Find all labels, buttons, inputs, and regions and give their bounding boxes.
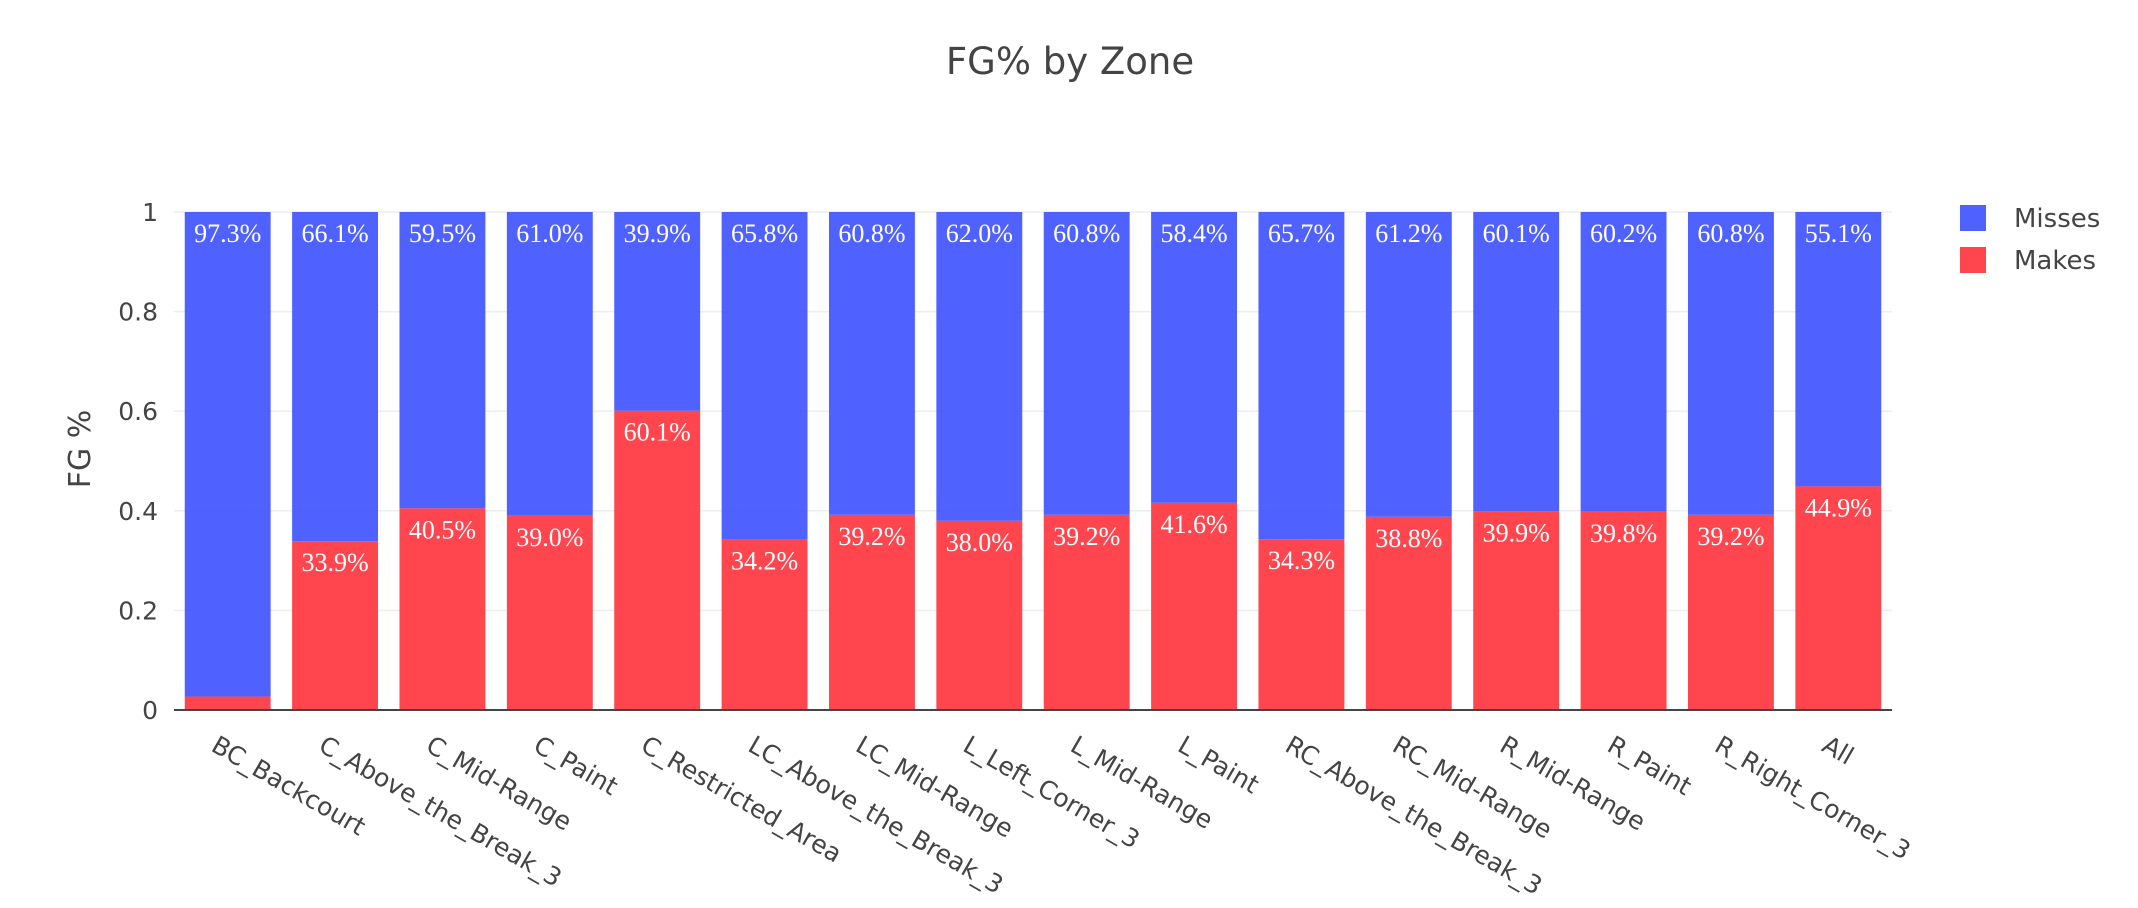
data-label-misses: 39.9%: [624, 219, 691, 248]
bar-makes[interactable]: [1687, 514, 1774, 710]
bar-misses[interactable]: [506, 212, 593, 516]
data-label-misses: 60.8%: [1053, 219, 1120, 248]
bar-misses[interactable]: [936, 212, 1023, 521]
bar-makes[interactable]: [1580, 511, 1667, 710]
bar-makes[interactable]: [1795, 486, 1882, 710]
bar-misses[interactable]: [1795, 212, 1882, 487]
bar-misses[interactable]: [399, 212, 486, 509]
data-label-misses: 59.5%: [409, 219, 476, 248]
data-label-misses: 60.8%: [1697, 219, 1764, 248]
data-label-makes: 38.8%: [1375, 524, 1442, 553]
bar-makes[interactable]: [1365, 516, 1452, 710]
data-label-misses: 65.7%: [1268, 219, 1335, 248]
bar-misses[interactable]: [828, 212, 915, 515]
data-label-makes: 60.1%: [624, 418, 691, 447]
data-label-misses: 55.1%: [1805, 219, 1872, 248]
x-tick-label: C_Restricted_Area: [636, 730, 847, 868]
bar-misses[interactable]: [1258, 212, 1345, 540]
data-label-makes: 38.0%: [946, 528, 1013, 557]
y-axis-ticks: 0 0.2 0.4 0.6 0.8 1: [118, 198, 158, 725]
x-tick-label: C_Paint: [529, 730, 623, 801]
data-label-makes: 33.9%: [301, 548, 368, 577]
data-label-misses: 65.8%: [731, 219, 798, 248]
bar-misses[interactable]: [1365, 212, 1452, 517]
data-label-misses: 66.1%: [301, 219, 368, 248]
bar-makes[interactable]: [1473, 511, 1560, 710]
x-tick-label: L_Left_Corner_3: [958, 730, 1144, 854]
data-label-makes: 39.8%: [1590, 519, 1657, 548]
bar-makes[interactable]: [828, 514, 915, 710]
legend-label-misses[interactable]: Misses: [2014, 204, 2100, 234]
bar-misses[interactable]: [1580, 212, 1667, 512]
bar-misses[interactable]: [1043, 212, 1130, 515]
legend[interactable]: Misses Makes: [1960, 204, 2100, 276]
bar-misses[interactable]: [184, 212, 271, 697]
y-tick-label: 0.2: [118, 596, 158, 625]
y-tick-label: 0.8: [118, 298, 158, 327]
x-tick-label: R_Paint: [1603, 730, 1697, 801]
data-label-misses: 60.1%: [1483, 219, 1550, 248]
y-tick-label: 0.4: [118, 497, 158, 526]
data-label-makes: 41.6%: [1160, 510, 1227, 539]
chart-title: FG% by Zone: [946, 40, 1194, 83]
data-label-misses: 58.4%: [1160, 219, 1227, 248]
data-label-makes: 39.0%: [516, 523, 583, 552]
bar-misses[interactable]: [614, 212, 701, 411]
y-axis-title: FG %: [63, 410, 98, 489]
data-label-misses: 61.2%: [1375, 219, 1442, 248]
bar-makes[interactable]: [1151, 502, 1238, 710]
x-tick-label: All: [1817, 730, 1858, 771]
data-label-makes: 44.9%: [1805, 493, 1872, 522]
bar-misses[interactable]: [1687, 212, 1774, 515]
bar-makes[interactable]: [614, 410, 701, 710]
data-label-makes: 39.2%: [838, 522, 905, 551]
data-label-misses: 62.0%: [946, 219, 1013, 248]
bar-makes[interactable]: [721, 539, 808, 710]
data-label-makes: 34.3%: [1268, 546, 1335, 575]
y-tick-label: 0: [142, 696, 158, 725]
bar-misses[interactable]: [292, 212, 379, 542]
legend-swatch-misses[interactable]: [1960, 205, 1986, 231]
data-label-misses: 60.2%: [1590, 219, 1657, 248]
legend-label-makes[interactable]: Makes: [2014, 246, 2096, 276]
bar-misses[interactable]: [1151, 212, 1238, 503]
x-axis-ticks: BC_BackcourtC_Above_the_Break_3C_Mid-Ran…: [207, 730, 1916, 901]
x-tick-label: R_Right_Corner_3: [1710, 730, 1916, 865]
bar-makes[interactable]: [936, 520, 1023, 710]
data-label-misses: 97.3%: [194, 219, 261, 248]
bar-makes[interactable]: [1043, 514, 1130, 710]
data-label-makes: 39.9%: [1483, 518, 1550, 547]
y-tick-label: 1: [142, 198, 158, 227]
y-tick-label: 0.6: [118, 397, 158, 426]
x-tick-label: L_Paint: [1173, 730, 1264, 799]
bar-makes[interactable]: [506, 515, 593, 710]
data-label-makes: 34.2%: [731, 547, 798, 576]
bar-misses[interactable]: [721, 212, 808, 540]
bar-makes[interactable]: [184, 696, 271, 710]
bar-makes[interactable]: [1258, 539, 1345, 710]
data-label-makes: 40.5%: [409, 515, 476, 544]
bar-labels: 97.3% 33.9% 66.1% 40.5% 59.5% 39.0% 61.0% 60.1%…: [194, 219, 1872, 577]
data-label-makes: 39.2%: [1697, 522, 1764, 551]
legend-swatch-makes[interactable]: [1960, 247, 1986, 273]
data-label-misses: 61.0%: [516, 219, 583, 248]
bar-makes[interactable]: [399, 508, 486, 710]
data-label-makes: 39.2%: [1053, 522, 1120, 551]
data-label-misses: 60.8%: [838, 219, 905, 248]
bars: [184, 212, 1882, 710]
bar-makes[interactable]: [292, 541, 379, 710]
bar-misses[interactable]: [1473, 212, 1560, 512]
